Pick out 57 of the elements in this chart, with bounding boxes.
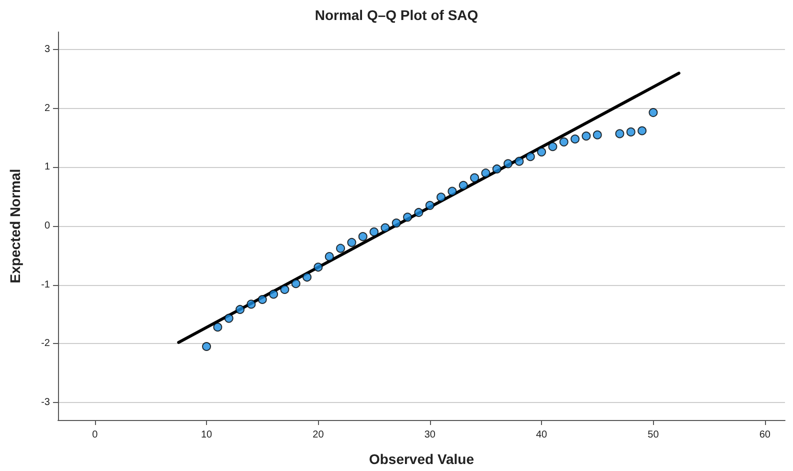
x-tick-label: 20	[312, 430, 324, 440]
point	[548, 142, 558, 152]
x-tick-label: 50	[648, 430, 660, 440]
point	[504, 159, 513, 168]
point	[336, 244, 346, 253]
y-tick-label: 0	[44, 220, 50, 232]
x-axis-title: Observed Value	[368, 451, 474, 467]
point	[347, 238, 356, 247]
point	[380, 223, 390, 232]
point	[626, 127, 636, 136]
point	[258, 294, 267, 304]
y-axis-title: Expected Normal	[7, 168, 23, 284]
point	[615, 129, 624, 138]
point	[302, 272, 312, 282]
y-tick-label: 2	[44, 102, 50, 114]
point	[314, 262, 323, 272]
x-tick-label: 10	[200, 430, 213, 440]
point	[324, 252, 334, 262]
x-tick-label: 40	[536, 430, 548, 440]
point	[370, 227, 379, 236]
chart-title: Normal Q–Q Plot of SAQ	[314, 7, 478, 23]
point	[358, 232, 368, 242]
x-tick-label: 0	[92, 430, 98, 440]
point	[224, 314, 234, 323]
y-tick-label: -3	[41, 396, 50, 408]
point	[436, 192, 446, 202]
point	[414, 208, 424, 217]
point	[403, 212, 412, 222]
point	[514, 156, 524, 166]
point	[648, 108, 658, 118]
point	[559, 137, 568, 146]
point	[592, 130, 602, 140]
x-tick-label: 60	[759, 430, 771, 440]
point	[458, 180, 468, 190]
point	[526, 152, 535, 162]
point	[481, 168, 490, 178]
point	[582, 132, 591, 141]
point	[291, 279, 300, 288]
point	[638, 126, 647, 136]
point	[448, 186, 457, 196]
point	[213, 322, 222, 332]
point	[280, 284, 290, 294]
y-tick-label: -1	[41, 279, 50, 290]
y-tick-label: -2	[41, 338, 50, 350]
y-tick-label: 3	[44, 44, 50, 56]
point	[392, 218, 401, 228]
point	[492, 164, 502, 174]
point	[202, 342, 212, 352]
point	[246, 300, 256, 309]
point	[236, 304, 245, 314]
point	[570, 134, 580, 144]
y-tick-label: 1	[44, 162, 50, 173]
point	[537, 147, 546, 156]
point	[425, 200, 434, 210]
x-tick-label: 30	[424, 430, 436, 440]
point	[470, 173, 480, 182]
point	[269, 290, 278, 299]
